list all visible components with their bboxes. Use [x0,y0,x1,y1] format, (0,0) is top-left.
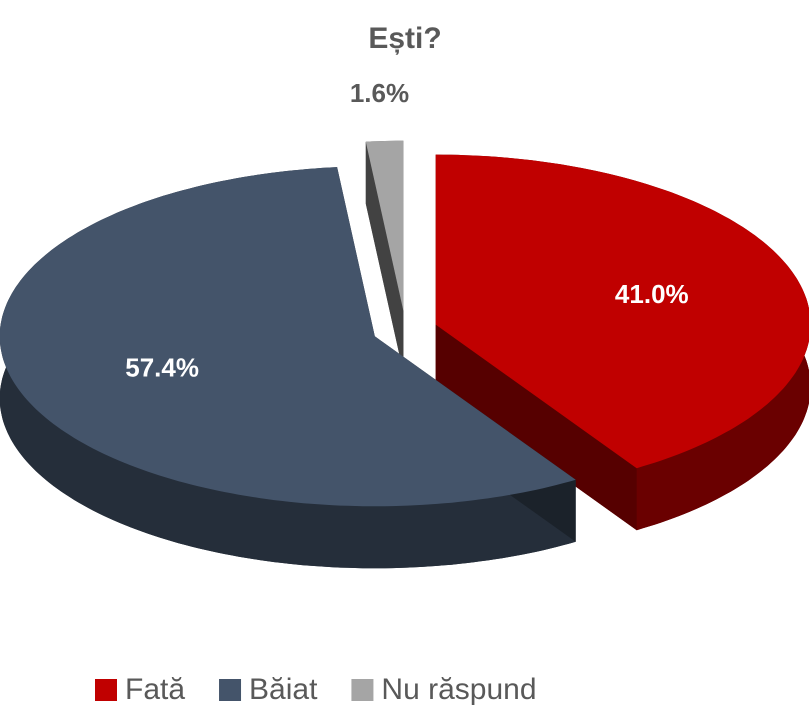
data-label: 41.0% [615,279,689,309]
legend-label: Fată [125,673,185,706]
pie-tops [0,140,809,507]
slice-cut [435,324,637,531]
legend-label: Nu răspund [381,673,536,706]
pie-slice [365,140,404,311]
pie-slice [435,154,809,469]
data-label: 57.4% [125,352,199,382]
legend-swatch [351,679,374,701]
legend-label: Băiat [249,673,318,706]
pie-slice [0,167,576,507]
legend-swatch [219,679,242,701]
legend: Fată Băiat Nu răspund [95,673,537,706]
data-label: 1.6% [350,78,409,108]
slice-wall [0,167,576,569]
slice-cut [365,141,404,373]
legend-swatch [95,679,117,701]
data-labels: 41.0% 57.4% 1.6% [125,78,688,382]
chart-title: Ești? [368,22,441,55]
